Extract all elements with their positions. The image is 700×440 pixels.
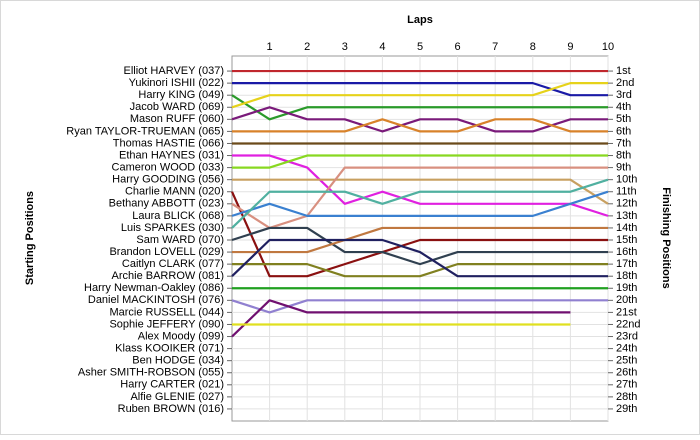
x-tick-label: 7 — [492, 41, 498, 53]
y-tick-label: Alex Moody (099) — [138, 330, 224, 342]
position-line — [231, 106, 608, 133]
position-line — [231, 166, 608, 230]
y2-tick-label: 9th — [616, 162, 631, 174]
position-line — [230, 191, 608, 278]
y-tick-label: Caitlyn CLARK (077) — [122, 258, 224, 270]
y2-axis-title: Finishing Positions — [660, 187, 672, 288]
y-tick-label: Laura BLICK (068) — [132, 210, 224, 222]
y2-tick-label: 8th — [616, 149, 631, 161]
y2-tick-label: 29th — [616, 403, 637, 415]
position-line — [231, 299, 571, 338]
x-tick-label: 5 — [417, 41, 423, 53]
y2-tick-label: 27th — [616, 379, 637, 391]
position-line — [232, 154, 609, 217]
y-tick-label: Sam WARD (070) — [136, 234, 224, 246]
position-line — [231, 238, 608, 278]
position-line — [232, 263, 608, 278]
y2-tick-label: 19th — [616, 282, 637, 294]
y2-tick-label: 16th — [616, 246, 637, 258]
position-line — [232, 82, 608, 97]
y2-tick-label: 23rd — [616, 330, 638, 342]
y2-tick-label: 3rd — [616, 89, 632, 101]
position-line — [231, 190, 609, 217]
y2-tick-label: 15th — [616, 234, 637, 246]
position-line — [232, 118, 608, 133]
y-tick-label: Yukinori ISHII (022) — [129, 77, 224, 89]
x-tick-label: 6 — [455, 41, 461, 53]
y2-tick-label: 22nd — [616, 318, 640, 330]
y-tick-label: Elliot HARVEY (037) — [124, 65, 224, 77]
position-line — [231, 226, 608, 266]
y-tick-label: Alfie GLENIE (027) — [130, 391, 224, 403]
y2-tick-label: 13th — [616, 210, 637, 222]
y-tick-label: Ethan HAYNES (031) — [119, 149, 224, 161]
x-tick-label: 2 — [304, 41, 310, 53]
y-tick-label: Harry GOODING (056) — [112, 174, 224, 186]
y2-tick-label: 4th — [616, 101, 631, 113]
y-tick-label: Archie BARROW (081) — [112, 270, 224, 282]
position-line — [231, 82, 608, 109]
y2-tick-label: 7th — [616, 137, 631, 149]
y-tick-label: Bethany ABBOTT (023) — [109, 198, 224, 210]
y2-tick-label: 20th — [616, 294, 637, 306]
y-tick-label: Jacob WARD (069) — [130, 101, 224, 113]
y2-tick-label: 18th — [616, 270, 637, 282]
chart-title: Laps — [407, 14, 433, 26]
y-tick-label: Luis SPARKES (030) — [121, 222, 224, 234]
y2-tick-label: 6th — [616, 125, 631, 137]
y2-tick-label: 12th — [616, 198, 637, 210]
y-tick-label: Asher SMITH-ROBSON (055) — [78, 367, 224, 379]
y-tick-label: Ryan TAYLOR-TRUEMAN (065) — [66, 125, 224, 137]
y2-tick-label: 1st — [616, 65, 631, 77]
y-tick-label: Ben HODGE (034) — [132, 355, 224, 367]
y-tick-label: Sophie JEFFERY (090) — [109, 318, 224, 330]
y2-tick-label: 2nd — [616, 77, 634, 89]
y-tick-label: Harry CARTER (021) — [120, 379, 224, 391]
position-line — [232, 226, 608, 254]
y-axis-title: Starting Positions — [24, 191, 36, 285]
y-tick-label: Daniel MACKINTOSH (076) — [88, 294, 224, 306]
y2-tick-label: 5th — [616, 113, 631, 125]
y2-tick-label: 26th — [616, 367, 637, 379]
x-tick-label: 8 — [530, 41, 536, 53]
y-tick-label: Brandon LOVELL (029) — [109, 246, 224, 258]
x-tick-label: 1 — [267, 41, 273, 53]
y2-tick-label: 24th — [616, 343, 637, 355]
y2-tick-label: 28th — [616, 391, 637, 403]
position-line — [231, 94, 608, 121]
y-tick-label: Harry KING (049) — [138, 89, 224, 101]
y-tick-label: Ruben BROWN (016) — [118, 403, 224, 415]
y2-tick-label: 17th — [616, 258, 637, 270]
position-line — [232, 178, 609, 205]
x-tick-label: 3 — [342, 41, 348, 53]
position-line — [231, 178, 609, 229]
position-line — [232, 154, 608, 169]
y2-tick-label: 25th — [616, 355, 637, 367]
y2-tick-label: 21st — [616, 306, 637, 318]
x-tick-label: 10 — [602, 41, 614, 53]
y-tick-label: Marcie RUSSELL (044) — [109, 306, 224, 318]
y2-tick-label: 11th — [616, 186, 637, 198]
x-tick-label: 9 — [567, 41, 573, 53]
y-tick-label: Charlie MANN (020) — [125, 186, 224, 198]
y-tick-label: Thomas HASTIE (066) — [113, 137, 224, 149]
y-tick-label: Cameron WOOD (033) — [112, 162, 224, 174]
y2-tick-label: 14th — [616, 222, 637, 234]
x-tick-label: 4 — [379, 41, 385, 53]
y-tick-label: Mason RUFF (060) — [130, 113, 224, 125]
y-tick-label: Klass KOOIKER (071) — [115, 343, 224, 355]
y-tick-label: Harry Newman-Oakley (086) — [84, 282, 224, 294]
y2-tick-label: 10th — [616, 174, 637, 186]
position-line — [231, 299, 608, 314]
